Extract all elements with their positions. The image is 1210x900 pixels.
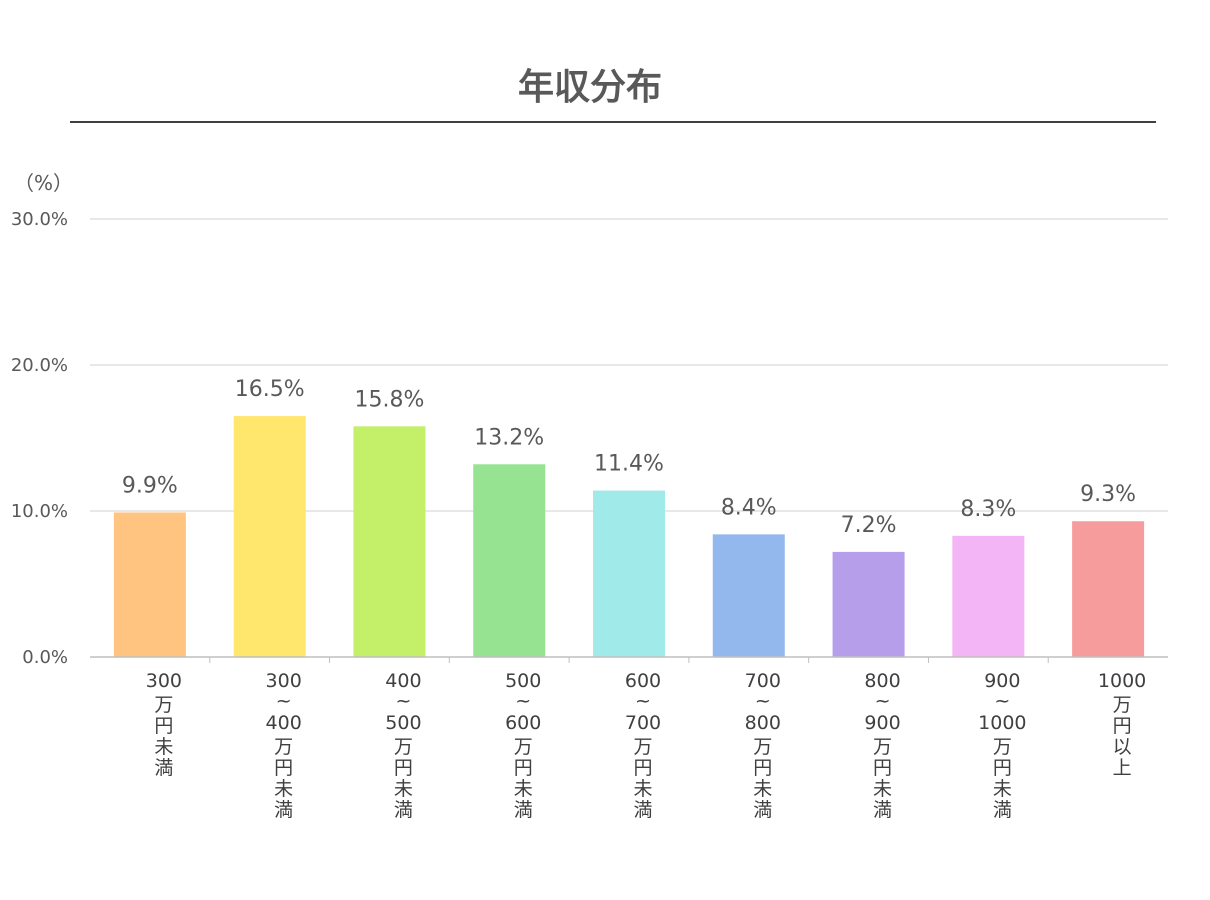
x-tick-label-part: 600 bbox=[625, 670, 661, 692]
bar bbox=[593, 490, 665, 657]
x-tick-label-part: ~ bbox=[515, 690, 531, 712]
x-tick-label-char: 未 bbox=[873, 778, 892, 800]
x-tick-label-char: 未 bbox=[633, 778, 652, 800]
y-axis: 0.0% 10.0% 20.0% 30.0% bbox=[11, 209, 68, 668]
x-tick-label-char: 満 bbox=[514, 799, 533, 821]
data-labels: 9.9% 16.5% 15.8% 13.2% 11.4% 8.4% 7.2% 8.3% 9.3% bbox=[122, 377, 1136, 538]
y-tick-label: 10.0% bbox=[11, 501, 68, 522]
x-tick-label-part: ~ bbox=[395, 690, 411, 712]
x-tick-label-char: 万 bbox=[514, 736, 533, 758]
data-label: 8.3% bbox=[960, 497, 1016, 522]
x-tick-label-char: 万 bbox=[274, 736, 293, 758]
x-tick-label-char: 円 bbox=[1113, 715, 1132, 737]
x-tick-label-char: 円 bbox=[873, 757, 892, 779]
x-tick-label-part: 900 bbox=[984, 670, 1020, 692]
bar bbox=[473, 464, 546, 657]
x-tick-label-char: 満 bbox=[993, 799, 1012, 821]
bar bbox=[353, 426, 426, 657]
x-tick-label-char: 万 bbox=[873, 736, 892, 758]
x-tick-label-part: ~ bbox=[994, 690, 1010, 712]
x-tick-label-char: 未 bbox=[154, 736, 173, 758]
x-tick-label-char: 円 bbox=[394, 757, 413, 779]
x-tick-label-char: 万 bbox=[394, 736, 413, 758]
x-tick-label-part: ~ bbox=[755, 690, 771, 712]
x-tick-label-part: 400 bbox=[385, 670, 421, 692]
x-tick-label-char: 万 bbox=[753, 736, 772, 758]
x-tick-label-char: 万 bbox=[993, 736, 1012, 758]
y-tick-label: 0.0% bbox=[22, 647, 68, 668]
x-tick-label-char: 未 bbox=[514, 778, 533, 800]
x-tick-label-part: 700 bbox=[625, 712, 661, 734]
y-tick-label: 30.0% bbox=[11, 209, 68, 230]
bar bbox=[712, 534, 785, 657]
x-tick-label-char: 満 bbox=[154, 757, 173, 779]
x-tick-label-part: 500 bbox=[385, 712, 421, 734]
x-tick-label-part: ~ bbox=[635, 690, 651, 712]
x-tick-label-part: 800 bbox=[745, 712, 781, 734]
x-tick-label-char: 円 bbox=[154, 715, 173, 737]
data-label: 16.5% bbox=[235, 377, 305, 402]
x-tick-label-char: 満 bbox=[633, 799, 652, 821]
x-tick-label-char: 満 bbox=[274, 799, 293, 821]
x-tick-label-part: 700 bbox=[745, 670, 781, 692]
x-tick-label-char: 上 bbox=[1113, 757, 1132, 779]
x-tick-label-char: 満 bbox=[753, 799, 772, 821]
bar bbox=[952, 535, 1025, 657]
data-label: 11.4% bbox=[594, 452, 664, 477]
x-tick-label-char: 満 bbox=[873, 799, 892, 821]
bars bbox=[113, 416, 1145, 657]
data-label: 9.3% bbox=[1080, 482, 1136, 507]
x-tick-label-part: ~ bbox=[875, 690, 891, 712]
x-tick-label-part: 1000 bbox=[1098, 670, 1146, 692]
data-label: 13.2% bbox=[474, 425, 544, 450]
x-tick-label-part: 300 bbox=[266, 670, 302, 692]
x-tick-label-char: 以 bbox=[1113, 736, 1132, 758]
x-tick-label-char: 満 bbox=[394, 799, 413, 821]
x-tick-label-part: 500 bbox=[505, 670, 541, 692]
x-tick-label-char: 万 bbox=[1113, 694, 1132, 716]
x-axis: 300万円未満300~400万円未満400~500万円未満500~600万円未満… bbox=[90, 656, 1168, 821]
x-tick-label-part: 1000 bbox=[978, 712, 1026, 734]
chart-title: 年収分布 bbox=[517, 67, 662, 108]
x-tick-label-char: 円 bbox=[514, 757, 533, 779]
x-tick-label-char: 未 bbox=[753, 778, 772, 800]
x-tick-label-char: 未 bbox=[394, 778, 413, 800]
bar bbox=[832, 551, 905, 657]
bar bbox=[233, 416, 306, 657]
data-label: 15.8% bbox=[354, 387, 424, 412]
y-tick-label: 20.0% bbox=[11, 355, 68, 376]
x-tick-label-char: 円 bbox=[274, 757, 293, 779]
x-tick-label-char: 円 bbox=[633, 757, 652, 779]
x-tick-label-part: 300 bbox=[146, 670, 182, 692]
bar bbox=[1072, 521, 1145, 657]
x-tick-label-part: 800 bbox=[864, 670, 900, 692]
data-label: 8.4% bbox=[721, 495, 777, 520]
x-tick-label-part: 600 bbox=[505, 712, 541, 734]
title-divider bbox=[70, 121, 1156, 123]
bar bbox=[113, 512, 186, 657]
x-tick-label-part: ~ bbox=[276, 690, 292, 712]
x-tick-label-char: 未 bbox=[993, 778, 1012, 800]
x-tick-label-char: 万 bbox=[154, 694, 173, 716]
x-tick-label-part: 900 bbox=[864, 712, 900, 734]
x-tick-label-char: 円 bbox=[993, 757, 1012, 779]
y-axis-unit-label: （%） bbox=[14, 171, 73, 195]
data-label: 9.9% bbox=[122, 473, 178, 498]
x-tick-label-part: 400 bbox=[266, 712, 302, 734]
x-tick-label-char: 円 bbox=[753, 757, 772, 779]
data-label: 7.2% bbox=[841, 513, 897, 538]
x-tick-label-char: 未 bbox=[274, 778, 293, 800]
x-tick-label-char: 万 bbox=[633, 736, 652, 758]
